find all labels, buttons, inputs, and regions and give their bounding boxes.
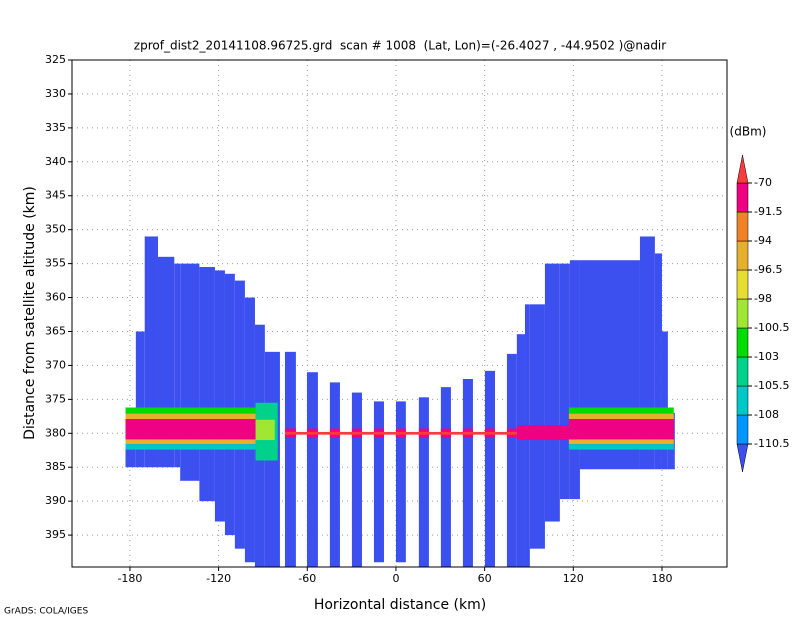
colorbar-tick-label: -100.5 xyxy=(754,321,789,334)
cell xyxy=(559,263,570,500)
y-tick-label: 370 xyxy=(45,358,66,371)
colorbar-tick-label: -103 xyxy=(754,350,779,363)
colorbar-tick-label: -94 xyxy=(754,234,772,247)
colorbar: -110.5 -108 -105.5 -103 -100.5 -98 -96.5 -94 -91… xyxy=(736,154,789,473)
colorbar-label: (dBm) xyxy=(730,125,767,139)
cell xyxy=(351,392,362,567)
y-tick-label: 385 xyxy=(45,460,66,473)
x-tick-label: 0 xyxy=(392,572,399,585)
x-axis-label: Horizontal distance (km) xyxy=(314,597,486,613)
cell xyxy=(125,419,256,440)
cell xyxy=(199,267,215,502)
cell xyxy=(516,334,525,567)
cell xyxy=(440,387,451,567)
cell xyxy=(462,378,473,567)
cell xyxy=(306,372,318,567)
colorbar-segment xyxy=(736,298,749,329)
cell xyxy=(568,444,674,450)
y-axis-label: Distance from satellite altitude (km) xyxy=(22,186,38,440)
y-tick-label: 365 xyxy=(45,324,66,337)
y-tick-label: 355 xyxy=(45,257,66,270)
x-tick-label: -60 xyxy=(298,572,316,585)
colorbar-segment xyxy=(736,269,749,300)
cell xyxy=(568,413,674,420)
y-tick-label: 345 xyxy=(45,189,66,202)
cell xyxy=(373,401,384,563)
colorbar-tick-label: -91.5 xyxy=(754,205,782,218)
cell xyxy=(224,273,235,536)
plot-frame xyxy=(71,59,728,568)
y-tick-label: 395 xyxy=(45,528,66,541)
cell xyxy=(568,407,674,414)
cell xyxy=(661,331,668,470)
colorbar-tick-label: -105.5 xyxy=(754,379,789,392)
field xyxy=(125,236,675,567)
cell xyxy=(214,270,225,522)
cell xyxy=(544,263,560,522)
cell xyxy=(284,351,296,567)
colorbar-segment xyxy=(736,182,749,213)
x-tick-label: 120 xyxy=(563,572,584,585)
cell xyxy=(654,253,662,470)
cell xyxy=(418,397,429,567)
colorbar-segment xyxy=(736,211,749,242)
y-tick-label: 380 xyxy=(45,426,66,439)
colorbar-tick-label: -110.5 xyxy=(754,437,789,450)
cell xyxy=(125,407,256,414)
cell xyxy=(395,401,406,563)
y-tick-label: 350 xyxy=(45,223,66,236)
y-tick-label: 390 xyxy=(45,494,66,507)
colorbar-tick-label: -98 xyxy=(754,292,772,305)
colorbar-segment xyxy=(736,356,749,387)
cell xyxy=(284,431,517,435)
colorbar-segment xyxy=(736,385,749,416)
x-tick-label: 60 xyxy=(478,572,492,585)
axes: -180 -120 -60 0 60 120 180 325 330 335 340 345 350 35… xyxy=(45,53,672,585)
colorbar-tick-label: -108 xyxy=(754,408,779,421)
footer: GrADS: COLA/IGES xyxy=(4,607,88,617)
cell xyxy=(568,439,674,445)
colorbar-segment xyxy=(736,414,749,445)
cell xyxy=(568,419,674,440)
cell xyxy=(255,419,275,441)
x-tick-label: -180 xyxy=(117,572,142,585)
cell xyxy=(506,353,517,567)
cell xyxy=(569,260,580,500)
y-tick-label: 375 xyxy=(45,392,66,405)
cell xyxy=(517,425,569,441)
colorbar-high xyxy=(736,154,749,184)
y-tick-label: 360 xyxy=(45,291,66,304)
cell xyxy=(125,444,256,450)
colorbar-segment xyxy=(736,327,749,358)
y-tick-label: 325 xyxy=(45,53,66,66)
cell xyxy=(135,331,145,468)
colorbar-tick-label: -96.5 xyxy=(754,263,782,276)
cell xyxy=(125,413,256,420)
x-tick-label: 180 xyxy=(651,572,672,585)
cell xyxy=(484,370,495,567)
cell xyxy=(174,263,181,468)
y-tick-label: 335 xyxy=(45,121,66,134)
y-tick-label: 340 xyxy=(45,155,66,168)
chart-title: zprof_dist2_20141108.96725.grd scan # 10… xyxy=(134,39,666,53)
colorbar-tick-label: -70 xyxy=(754,176,772,189)
y-tick-label: 330 xyxy=(45,87,66,100)
x-tick-label: -120 xyxy=(206,572,231,585)
cell xyxy=(125,439,256,445)
colorbar-segment xyxy=(736,240,749,271)
cell xyxy=(329,382,340,567)
